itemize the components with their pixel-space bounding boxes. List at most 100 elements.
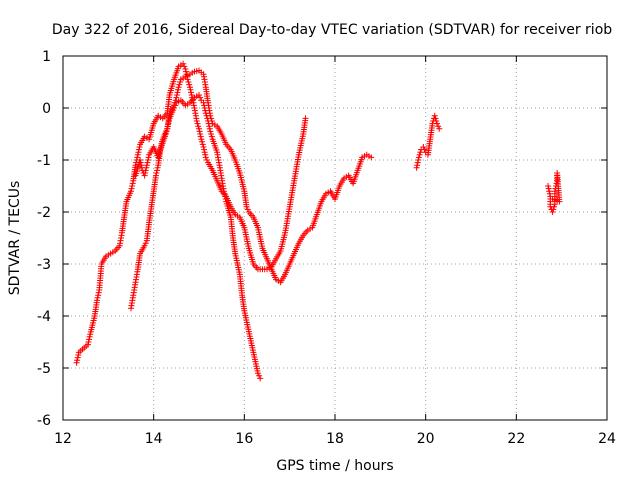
x-tick-label: 20 [417,431,435,447]
data-point [546,188,553,195]
series-arc-B [128,67,375,312]
grid [63,56,607,420]
x-tick-label: 14 [145,431,163,447]
data-point [208,131,215,137]
data-point [202,151,209,158]
data-point [432,115,439,122]
data-point [198,136,205,143]
data-point [222,196,229,202]
data-point [94,297,100,304]
data-point [415,154,422,161]
data-point [141,172,148,179]
data-point [172,102,179,109]
data-point [171,105,178,111]
data-point [545,185,552,192]
y-tick-label: 0 [42,101,51,117]
data-point [86,333,93,340]
data-point [137,159,144,166]
data-point [154,167,161,174]
data-point [180,60,187,67]
data-point [176,81,183,88]
data-point [145,154,152,161]
axis-ticks [62,55,608,421]
data-point [173,92,180,98]
data-point [368,154,375,161]
data-point [165,118,172,124]
x-axis-label: GPS time / hours [276,458,393,474]
data-point [188,92,195,98]
series-arc-A [73,60,309,366]
data-point [143,162,150,169]
data-point [174,89,181,96]
data-point [175,84,182,91]
data-point [197,133,204,140]
data-point [142,167,149,174]
data-point [182,66,189,72]
data-point [196,125,202,132]
data-point [220,188,227,195]
y-axis-label: SDTVAR / TECUs [7,181,23,296]
data-point [186,81,193,88]
series-arc-D [413,112,443,171]
data-point [142,170,149,176]
data-point [414,162,421,169]
data-point [165,120,172,127]
data-point [551,188,558,195]
y-tick-labels: -6 -5 -4 -3 -2 -1 0 1 [37,49,51,429]
data-point [433,118,440,124]
data-point [201,149,208,156]
data-point [201,146,208,153]
data-point [434,120,440,127]
data-point [136,144,143,150]
data-point [415,157,422,163]
data-point [417,149,424,156]
data-point [95,289,102,296]
data-point [145,157,151,163]
data-point [137,157,144,163]
data-point [207,128,214,135]
data-point [95,292,102,299]
data-point [138,162,145,169]
data-point [164,123,171,130]
data-point [208,133,215,140]
data-point [135,146,142,153]
x-tick-label: 24 [598,431,616,447]
data-point [196,92,202,98]
data-point [154,164,161,171]
data-point [545,183,552,189]
data-point [135,149,142,156]
data-point [549,196,556,202]
data-point [164,125,171,132]
data-point [414,159,421,166]
data-point [204,115,211,122]
data-point [181,63,188,70]
data-point [197,131,204,137]
data-point [197,94,204,101]
data-point [74,354,81,361]
data-point [550,206,557,213]
data-point [205,120,212,127]
data-point [134,151,141,158]
data-point [128,188,134,195]
y-tick-label: -5 [37,361,51,377]
data-point [202,110,209,117]
data-point [75,352,82,358]
data-point [551,203,558,210]
data-point [205,118,212,124]
data-point [244,206,251,213]
x-tick-label: 12 [54,431,72,447]
data-point [85,339,92,345]
data-point [202,154,209,161]
data-point [416,151,423,158]
data-point [74,357,81,364]
data-point [257,375,264,382]
data-point [129,183,136,189]
data-point [194,120,201,127]
data-point [86,336,93,343]
y-tick-label: -6 [37,413,51,429]
data-point [431,112,438,119]
data-point [254,370,261,377]
data-points [73,60,563,382]
data-point [196,128,203,135]
